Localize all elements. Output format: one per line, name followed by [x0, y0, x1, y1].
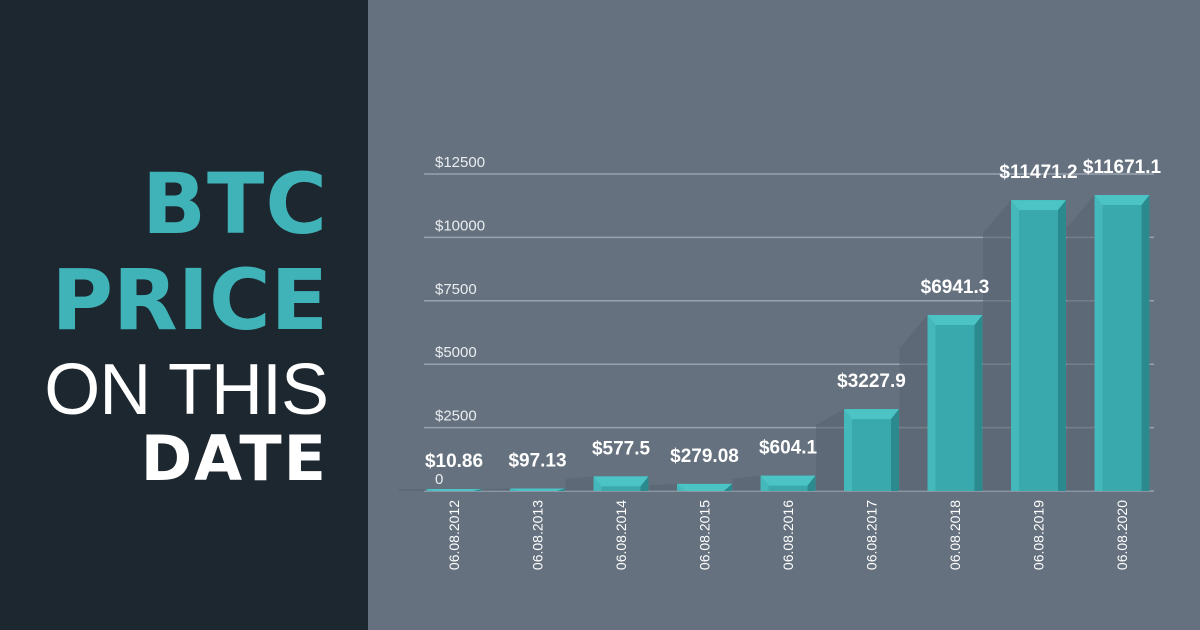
bar-side [640, 476, 649, 491]
btc-price-bar-chart: 0 $2500 $5000 $7500 $10000 $12500 $10.86 $97.1… [398, 154, 1162, 570]
bar-left-bevel [760, 475, 769, 491]
bar-left-bevel [927, 314, 936, 491]
bar-shadow [1066, 195, 1095, 491]
x-tick-label: 06.08.2020 [1114, 500, 1130, 570]
bar-side [724, 483, 732, 491]
bar [1011, 200, 1066, 491]
bar [844, 409, 899, 491]
bar-front [1094, 195, 1150, 491]
bar-top [677, 483, 732, 491]
bar-left-bevel [1011, 200, 1019, 491]
data-label: $97.13 [508, 451, 566, 472]
headline-line-price: PRICE [51, 251, 328, 349]
data-label: $3227.9 [837, 371, 906, 392]
data-label: $11671.1 [1083, 157, 1162, 178]
x-tick-label: 06.08.2018 [947, 500, 963, 570]
bar-top [510, 488, 565, 491]
bar-shadow [899, 314, 928, 491]
data-label: $10.86 [425, 451, 483, 472]
data-label: $6941.3 [921, 277, 990, 298]
data-label: $604.1 [759, 438, 818, 459]
bar-left-bevel [1094, 195, 1103, 491]
bar-side [1058, 200, 1066, 491]
bar-left-bevel [426, 489, 435, 491]
x-axis-ticks: 06.08.2012 06.08.2013 06.08.2014 06.08.2015… [446, 500, 1130, 570]
bar-left-bevel [510, 488, 518, 491]
headline-line-btc: BTC [142, 155, 328, 253]
bar-shadow [565, 476, 594, 491]
x-tick-label: 06.08.2015 [697, 500, 713, 570]
x-tick-label: 06.08.2017 [864, 500, 880, 570]
bar [1094, 195, 1150, 491]
bar [510, 488, 565, 491]
bar-top [1094, 195, 1150, 206]
x-tick-label: 06.08.2019 [1031, 500, 1047, 570]
y-tick-label: $10000 [435, 217, 485, 234]
headline-panel: BTC PRICE ON THIS DATE [0, 0, 368, 630]
y-tick-label: 0 [435, 471, 443, 488]
bar-side [891, 409, 899, 491]
bar-shadow [732, 475, 761, 491]
bars [426, 195, 1150, 491]
bar-top [927, 314, 983, 325]
y-tick-label: $2500 [435, 408, 477, 425]
x-tick-label: 06.08.2013 [530, 500, 546, 570]
bar-top [1011, 200, 1066, 211]
bar-front [927, 314, 983, 491]
data-labels: $10.86 $97.13 $577.5 $279.08 $604.1 $3227.9 $6… [425, 157, 1162, 472]
bar-side [807, 475, 816, 491]
bar [426, 489, 482, 491]
chart-area: 0 $2500 $5000 $7500 $10000 $12500 $10.86 $97.1… [368, 0, 1200, 630]
bar [927, 314, 983, 491]
bar-shadow [482, 488, 510, 491]
headline-line-date: DATE [140, 422, 328, 495]
x-tick-label: 06.08.2014 [613, 500, 629, 570]
bar-shadow [398, 489, 427, 491]
bar-front [844, 409, 899, 491]
bar [760, 475, 816, 491]
data-label: $577.5 [592, 438, 651, 459]
bar-side [557, 488, 565, 491]
bar-shadow [983, 200, 1011, 491]
bar-shadows [398, 195, 1095, 491]
bar-side [1141, 195, 1150, 491]
y-tick-label: $5000 [435, 344, 477, 361]
bar-left-bevel [593, 476, 602, 491]
x-tick-label: 06.08.2012 [446, 500, 462, 570]
bar-left-bevel [844, 409, 852, 491]
bar-side [974, 314, 983, 491]
bar-left-bevel [677, 483, 685, 491]
bar-top [593, 476, 649, 487]
bar-shadow [816, 409, 844, 491]
y-tick-label: $12500 [435, 154, 485, 171]
bar-shadow [649, 483, 677, 491]
y-tick-label: $7500 [435, 281, 477, 298]
data-label: $11471.2 [999, 162, 1077, 183]
bar-top [426, 489, 482, 491]
bar-top [760, 475, 816, 486]
bar [593, 476, 649, 491]
bar-top [844, 409, 899, 420]
headline-line-on-this: ON THIS [44, 350, 329, 430]
bar-side [473, 489, 482, 491]
bar-front [1011, 200, 1066, 491]
x-tick-label: 06.08.2016 [780, 500, 796, 570]
bar [677, 483, 732, 491]
data-label: $279.08 [670, 446, 739, 467]
